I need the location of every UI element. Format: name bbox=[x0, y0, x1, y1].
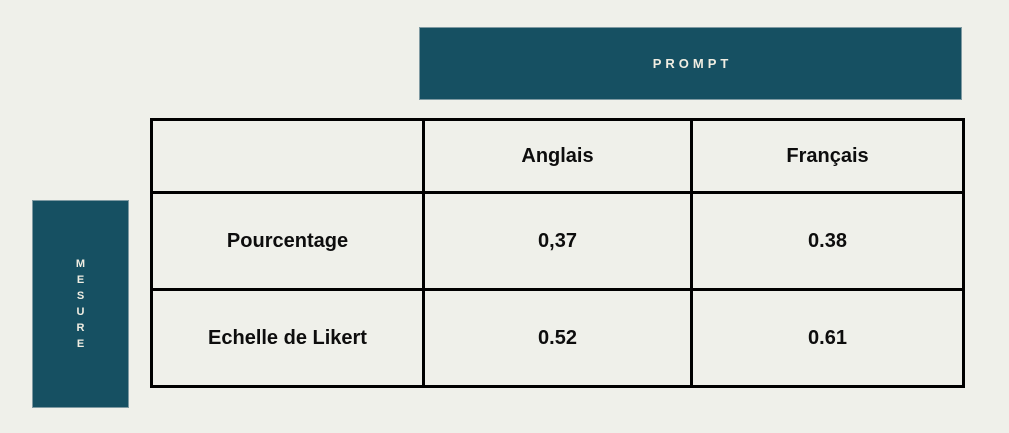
column-header-francais: Français bbox=[690, 118, 965, 194]
row-label-pourcentage: Pourcentage bbox=[150, 191, 425, 291]
row-label-echelle-likert: Echelle de Likert bbox=[150, 288, 425, 388]
prompt-axis-banner: PROMPT bbox=[419, 27, 962, 100]
cell-pourcentage-francais: 0.38 bbox=[690, 191, 965, 291]
mesure-axis-banner: MESURE bbox=[32, 200, 129, 408]
cell-echelle-likert-francais: 0.61 bbox=[690, 288, 965, 388]
table-row-pourcentage: Pourcentage 0,37 0.38 bbox=[150, 191, 965, 291]
corner-cell bbox=[150, 118, 425, 194]
cell-pourcentage-anglais: 0,37 bbox=[422, 191, 693, 291]
table-header-row: Anglais Français bbox=[150, 118, 965, 194]
mesure-axis-label: MESURE bbox=[74, 258, 87, 354]
cell-echelle-likert-anglais: 0.52 bbox=[422, 288, 693, 388]
prompt-axis-label: PROMPT bbox=[652, 56, 733, 71]
table-row-echelle-likert: Echelle de Likert 0.52 0.61 bbox=[150, 288, 965, 388]
results-table: Anglais Français Pourcentage 0,37 0.38 E… bbox=[150, 118, 965, 388]
column-header-anglais: Anglais bbox=[422, 118, 693, 194]
